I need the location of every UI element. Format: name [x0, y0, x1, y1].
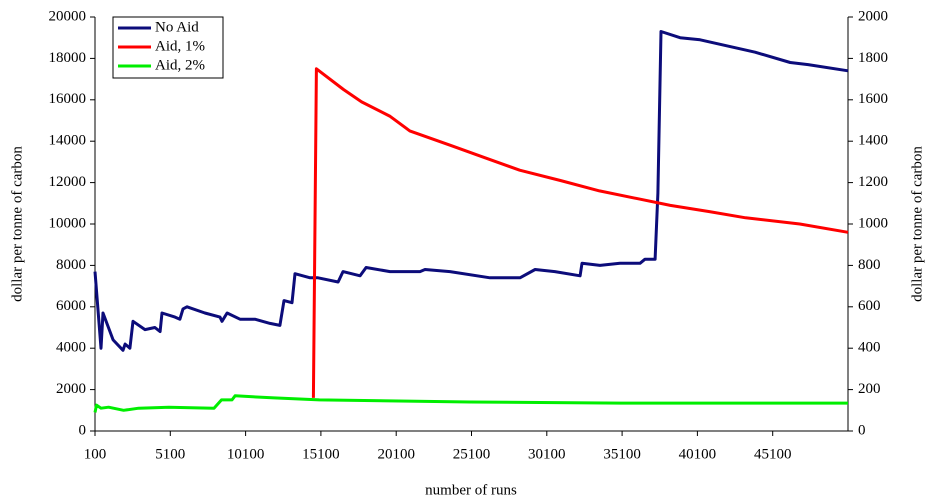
y2-tick-label: 400: [858, 340, 881, 356]
x-tick-label: 25100: [453, 446, 491, 462]
x-tick-label: 15100: [302, 446, 340, 462]
y-tick-label: 12000: [49, 174, 87, 190]
legend-label: Aid, 1%: [155, 38, 205, 54]
y2-tick-label: 1400: [858, 133, 888, 149]
series-line: [93, 30, 849, 352]
x-tick-label: 100: [84, 446, 107, 462]
y-tick-label: 0: [79, 422, 87, 438]
x-tick-label: 30100: [528, 446, 566, 462]
y2-tick-label: 800: [858, 257, 881, 273]
y-tick-label: 8000: [56, 257, 86, 273]
legend-label: No Aid: [155, 19, 199, 35]
series-line: [311, 67, 849, 398]
y-tick-label: 6000: [56, 298, 86, 314]
y-tick-label: 20000: [49, 8, 87, 24]
x-axis-label: number of runs: [425, 482, 517, 498]
x-tick-label: 20100: [377, 446, 415, 462]
y2-tick-label: 0: [858, 422, 866, 438]
series-line: [93, 394, 848, 413]
y-tick-label: 16000: [49, 91, 87, 107]
x-tick-label: 45100: [754, 446, 792, 462]
y2-tick-label: 1200: [858, 174, 888, 190]
x-tick-label: 5100: [155, 446, 185, 462]
y-tick-label: 2000: [56, 381, 86, 397]
y-tick-label: 14000: [49, 133, 87, 149]
y2-tick-label: 1800: [858, 50, 888, 66]
x-tick-label: 35100: [603, 446, 641, 462]
y2-tick-label: 1600: [858, 91, 888, 107]
y2-tick-label: 2000: [858, 8, 888, 24]
y2-tick-label: 600: [858, 298, 881, 314]
y2-tick-label: 200: [858, 381, 881, 397]
y-tick-label: 18000: [49, 50, 87, 66]
y-tick-label: 10000: [49, 215, 87, 231]
y2-axis-label: dollar per tonne of carbon: [909, 146, 925, 302]
x-tick-label: 40100: [679, 446, 717, 462]
y2-tick-label: 1000: [858, 215, 888, 231]
legend-label: Aid, 2%: [155, 57, 205, 73]
y-axis-label: dollar per tonne of carbon: [9, 146, 25, 302]
x-tick-label: 10100: [227, 446, 265, 462]
y-tick-label: 4000: [56, 340, 86, 356]
